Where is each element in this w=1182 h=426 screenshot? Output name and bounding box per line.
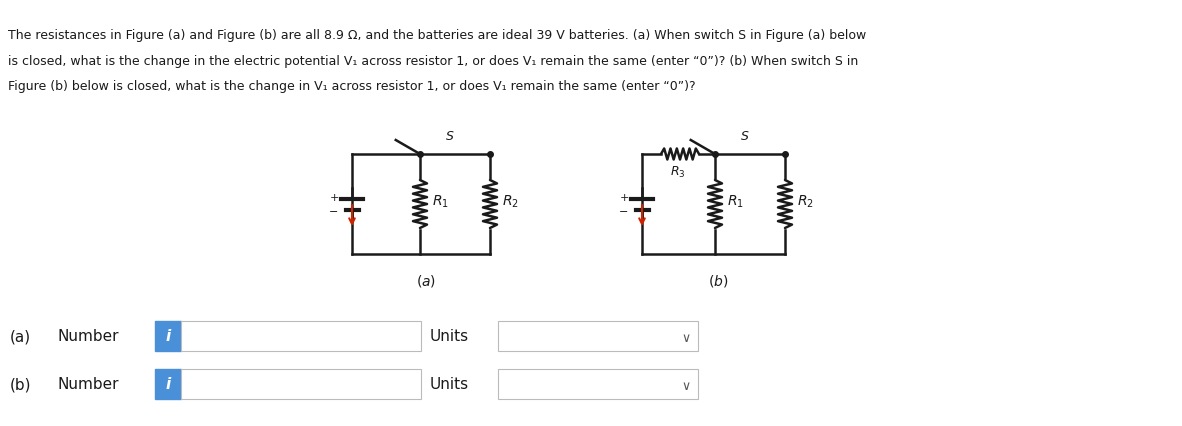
FancyBboxPatch shape <box>181 321 421 351</box>
Text: (b): (b) <box>9 377 32 391</box>
FancyBboxPatch shape <box>181 369 421 399</box>
Text: i: i <box>165 377 170 391</box>
Text: $(b)$: $(b)$ <box>708 272 729 288</box>
Text: S: S <box>741 130 749 143</box>
Text: Units: Units <box>430 377 469 391</box>
Text: Number: Number <box>58 329 119 344</box>
Text: −: − <box>330 207 339 216</box>
Text: +: + <box>330 193 339 202</box>
Text: $R_3$: $R_3$ <box>670 164 686 180</box>
FancyBboxPatch shape <box>498 321 699 351</box>
Text: Number: Number <box>58 377 119 391</box>
Text: ∨: ∨ <box>682 332 690 345</box>
Text: Figure (b) below is closed, what is the change in V₁ across resistor 1, or does : Figure (b) below is closed, what is the … <box>8 80 696 93</box>
Text: +: + <box>619 193 629 202</box>
Text: (a): (a) <box>9 329 31 344</box>
Text: −: − <box>619 207 629 216</box>
Text: $R_1$: $R_1$ <box>727 193 743 210</box>
Text: is closed, what is the change in the electric potential V₁ across resistor 1, or: is closed, what is the change in the ele… <box>8 55 858 68</box>
FancyBboxPatch shape <box>155 369 181 399</box>
Text: S: S <box>446 130 454 143</box>
FancyBboxPatch shape <box>498 369 699 399</box>
Text: Units: Units <box>430 329 469 344</box>
Text: $(a)$: $(a)$ <box>416 272 436 288</box>
Text: i: i <box>165 329 170 344</box>
Text: $R_1$: $R_1$ <box>431 193 449 210</box>
FancyBboxPatch shape <box>155 321 181 351</box>
Text: ∨: ∨ <box>682 380 690 393</box>
Text: $R_2$: $R_2$ <box>797 193 814 210</box>
Text: $R_2$: $R_2$ <box>502 193 519 210</box>
Text: The resistances in Figure (a) and Figure (b) are all 8.9 Ω, and the batteries ar: The resistances in Figure (a) and Figure… <box>8 29 866 42</box>
